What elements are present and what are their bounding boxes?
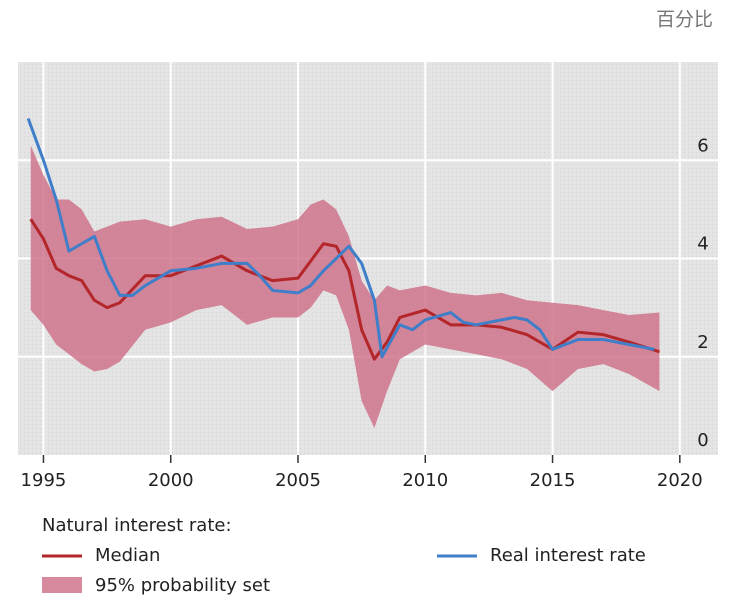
x-tick-label: 1995 xyxy=(21,470,67,491)
probability-band xyxy=(30,145,660,428)
x-tick-label: 2005 xyxy=(275,470,321,491)
legend-label: 95% probability set xyxy=(95,575,270,596)
series-line xyxy=(26,117,655,359)
legend-title: Natural interest rate: xyxy=(42,515,232,536)
y-tick-label: 6 xyxy=(697,135,708,156)
series-line xyxy=(29,218,660,361)
y-tick-label: 4 xyxy=(697,234,708,255)
y-tick-label: 2 xyxy=(697,332,708,353)
legend-swatch xyxy=(42,577,82,593)
x-tick-label: 2010 xyxy=(402,470,448,491)
legend-label: Real interest rate xyxy=(490,545,646,566)
x-tick-label: 2015 xyxy=(530,470,576,491)
x-tick-label: 2020 xyxy=(657,470,703,491)
unit-label: 百分比 xyxy=(656,9,713,31)
legend-label: Median xyxy=(95,545,160,566)
x-tick-label: 2000 xyxy=(148,470,194,491)
y-tick-label: 0 xyxy=(697,430,708,451)
